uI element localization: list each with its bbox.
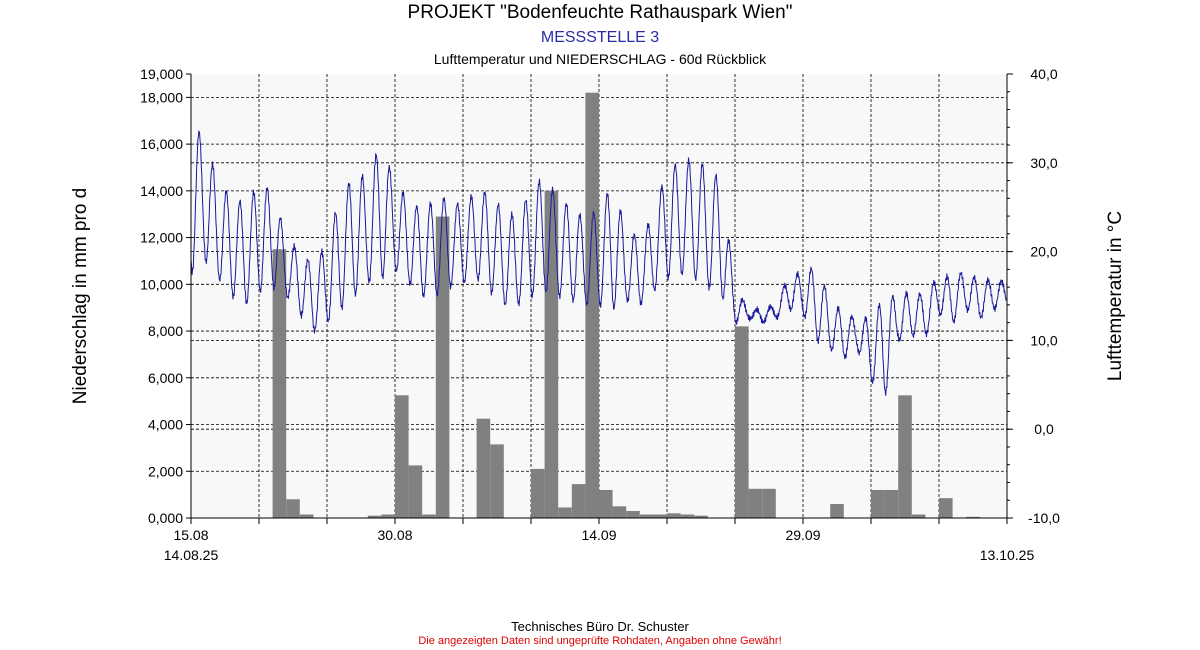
- precipitation-bar: [653, 514, 667, 518]
- precipitation-bar: [966, 516, 980, 518]
- precipitation-bar: [395, 395, 409, 518]
- precipitation-bar: [531, 468, 545, 518]
- y-right-tick-label: 40,0: [1030, 66, 1057, 82]
- footer-disclaimer: Die angezeigten Daten sind ungeprüfte Ro…: [418, 635, 782, 647]
- precipitation-bar: [381, 514, 395, 518]
- chart-title: PROJEKT "Bodenfeuchte Rathauspark Wien": [407, 2, 793, 23]
- precipitation-bar: [639, 514, 654, 518]
- precipitation-bar: [272, 249, 287, 518]
- x-tick-label: 14.09: [581, 527, 616, 543]
- y-left-tick-label: 0,000: [148, 510, 183, 526]
- chart-subtitle: MESSSTELLE 3: [540, 29, 660, 46]
- precipitation-bar: [286, 499, 300, 518]
- y-right-tick-label: -10,0: [1028, 510, 1060, 526]
- precipitation-bars: [272, 92, 980, 519]
- y-axis-left-label: Niederschlag in mm pro d: [70, 188, 91, 404]
- precipitation-bar: [299, 514, 314, 518]
- y-left-tick-label: 19,000: [140, 66, 183, 82]
- precipitation-bar: [435, 216, 450, 518]
- precipitation-bar: [558, 507, 572, 518]
- x-tick-label: 15.08: [173, 527, 208, 543]
- y-left-tick-label: 12,000: [140, 230, 183, 246]
- y-left-tick-label: 10,000: [140, 276, 183, 292]
- x-tick-label: 30.08: [377, 527, 412, 543]
- y-right-tick-label: 0,0: [1034, 421, 1054, 437]
- y-axis-right-label: Lufttemperatur in °C: [1105, 211, 1126, 381]
- y-right-tick-label: 20,0: [1030, 244, 1057, 260]
- precipitation-bar: [871, 489, 885, 518]
- precipitation-bar: [748, 488, 763, 518]
- precipitation-bar: [762, 488, 776, 518]
- x-tick-label-date: 13.10.25: [980, 547, 1035, 563]
- precipitation-bar: [735, 326, 749, 518]
- precipitation-bar: [612, 506, 627, 518]
- footer-company: Technisches Büro Dr. Schuster: [511, 619, 689, 634]
- y-left-tick-label: 6,000: [148, 370, 183, 386]
- y-left-tick-label: 8,000: [148, 323, 183, 339]
- precipitation-bar: [408, 465, 423, 518]
- axes: 0,000 2,000 4,000 6,000 8,000 10,000 12,000 14,…: [140, 66, 1060, 563]
- y-left-tick-label: 14,000: [140, 183, 183, 199]
- y-right-tick-label: 30,0: [1030, 155, 1057, 171]
- precipitation-bar: [911, 514, 926, 518]
- y-left-tick-label: 2,000: [148, 463, 183, 479]
- precipitation-bar: [830, 503, 844, 518]
- precipitation-bar: [884, 489, 899, 518]
- precipitation-bar: [476, 418, 491, 518]
- y-right-tick-label: 10,0: [1030, 332, 1057, 348]
- x-tick-label-date: 14.08.25: [164, 547, 219, 563]
- precipitation-bar: [490, 444, 504, 518]
- precipitation-bar: [680, 514, 695, 518]
- precipitation-bar: [626, 510, 640, 518]
- precipitation-bar: [585, 92, 599, 519]
- y-left-tick-label: 4,000: [148, 417, 183, 433]
- x-tick-label: 29.09: [785, 527, 820, 543]
- precipitation-bar: [667, 513, 681, 518]
- precipitation-bar: [571, 484, 586, 518]
- precipitation-bar: [694, 515, 708, 518]
- precipitation-bar: [599, 489, 613, 518]
- y-left-tick-label: 16,000: [140, 136, 183, 152]
- precipitation-bar: [898, 395, 912, 518]
- chart-subtitle-2: Lufttemperatur und NIEDERSCHLAG - 60d Rü…: [433, 51, 767, 67]
- precipitation-bar: [939, 498, 953, 518]
- precipitation-bar: [367, 515, 382, 518]
- temperature-line: [190, 130, 1007, 396]
- y-left-tick-label: 18,000: [140, 89, 183, 105]
- precipitation-bar: [422, 514, 436, 518]
